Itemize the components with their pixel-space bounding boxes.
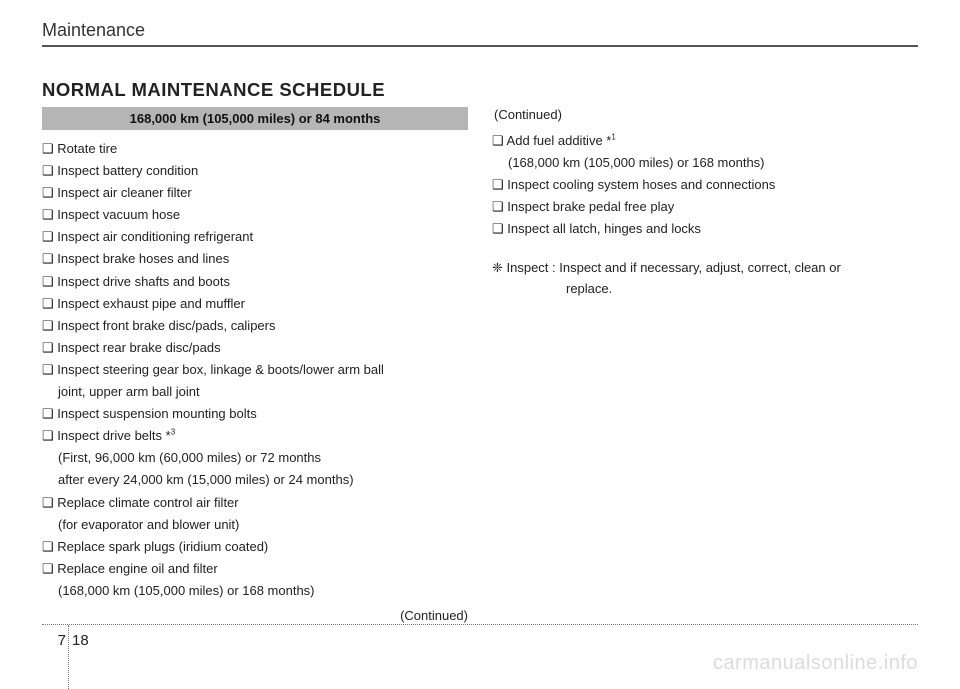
list-item: ❑ Inspect all latch, hinges and locks — [492, 218, 918, 240]
list-item: ❑ Inspect rear brake disc/pads — [42, 337, 468, 359]
page-number: 18 — [72, 632, 89, 649]
list-item: ❑ Inspect exhaust pipe and muffler — [42, 293, 468, 315]
list-item: ❑ Inspect steering gear box, linkage & b… — [42, 359, 468, 381]
footer-dotted-line — [42, 624, 918, 625]
header-underline — [42, 45, 918, 47]
list-item: after every 24,000 km (15,000 miles) or … — [42, 469, 468, 491]
watermark: carmanualsonline.info — [713, 652, 918, 675]
list-item: (for evaporator and blower unit) — [42, 514, 468, 536]
list-item: (168,000 km (105,000 miles) or 168 month… — [492, 152, 918, 174]
list-item: ❑ Replace climate control air filter — [42, 492, 468, 514]
list-item: ❑ Add fuel additive *1 — [492, 130, 918, 152]
right-column: (Continued) ❑ Add fuel additive *1(168,0… — [492, 107, 918, 623]
list-item: ❑ Inspect brake hoses and lines — [42, 248, 468, 270]
superscript: 3 — [171, 428, 175, 437]
manual-page: Maintenance NORMAL MAINTENANCE SCHEDULE … — [0, 0, 960, 689]
list-item: ❑ Inspect drive shafts and boots — [42, 271, 468, 293]
list-item: (168,000 km (105,000 miles) or 168 month… — [42, 580, 468, 602]
content-columns: 168,000 km (105,000 miles) or 84 months … — [42, 107, 918, 623]
list-item: joint, upper arm ball joint — [42, 381, 468, 403]
note-line-1: ❈ Inspect : Inspect and if necessary, ad… — [492, 260, 841, 275]
left-item-list: ❑ Rotate tire❑ Inspect battery condition… — [42, 138, 468, 602]
list-item: ❑ Replace engine oil and filter — [42, 558, 468, 580]
list-item: ❑ Inspect cooling system hoses and conne… — [492, 174, 918, 196]
list-item: ❑ Inspect front brake disc/pads, caliper… — [42, 315, 468, 337]
list-item: (First, 96,000 km (60,000 miles) or 72 m… — [42, 447, 468, 469]
note-line-2: replace. — [492, 279, 918, 299]
list-item: ❑ Replace spark plugs (iridium coated) — [42, 536, 468, 558]
footer-dotted-vline — [68, 625, 69, 689]
list-item: ❑ Inspect suspension mounting bolts — [42, 403, 468, 425]
left-column: 168,000 km (105,000 miles) or 84 months … — [42, 107, 468, 623]
inspect-note: ❈ Inspect : Inspect and if necessary, ad… — [492, 258, 918, 298]
list-item: ❑ Inspect air conditioning refrigerant — [42, 226, 468, 248]
superscript: 1 — [611, 133, 615, 142]
continued-label-right: (Continued) — [492, 107, 918, 122]
continued-label-left: (Continued) — [42, 608, 468, 623]
list-item: ❑ Inspect vacuum hose — [42, 204, 468, 226]
list-item: ❑ Inspect air cleaner filter — [42, 182, 468, 204]
chapter-number: 7 — [42, 632, 66, 649]
interval-heading: 168,000 km (105,000 miles) or 84 months — [42, 107, 468, 130]
list-item: ❑ Inspect drive belts *3 — [42, 425, 468, 447]
list-item: ❑ Inspect battery condition — [42, 160, 468, 182]
section-header: Maintenance — [42, 20, 918, 43]
page-title: NORMAL MAINTENANCE SCHEDULE — [42, 79, 918, 101]
list-item: ❑ Rotate tire — [42, 138, 468, 160]
right-item-list: ❑ Add fuel additive *1(168,000 km (105,0… — [492, 130, 918, 240]
list-item: ❑ Inspect brake pedal free play — [492, 196, 918, 218]
